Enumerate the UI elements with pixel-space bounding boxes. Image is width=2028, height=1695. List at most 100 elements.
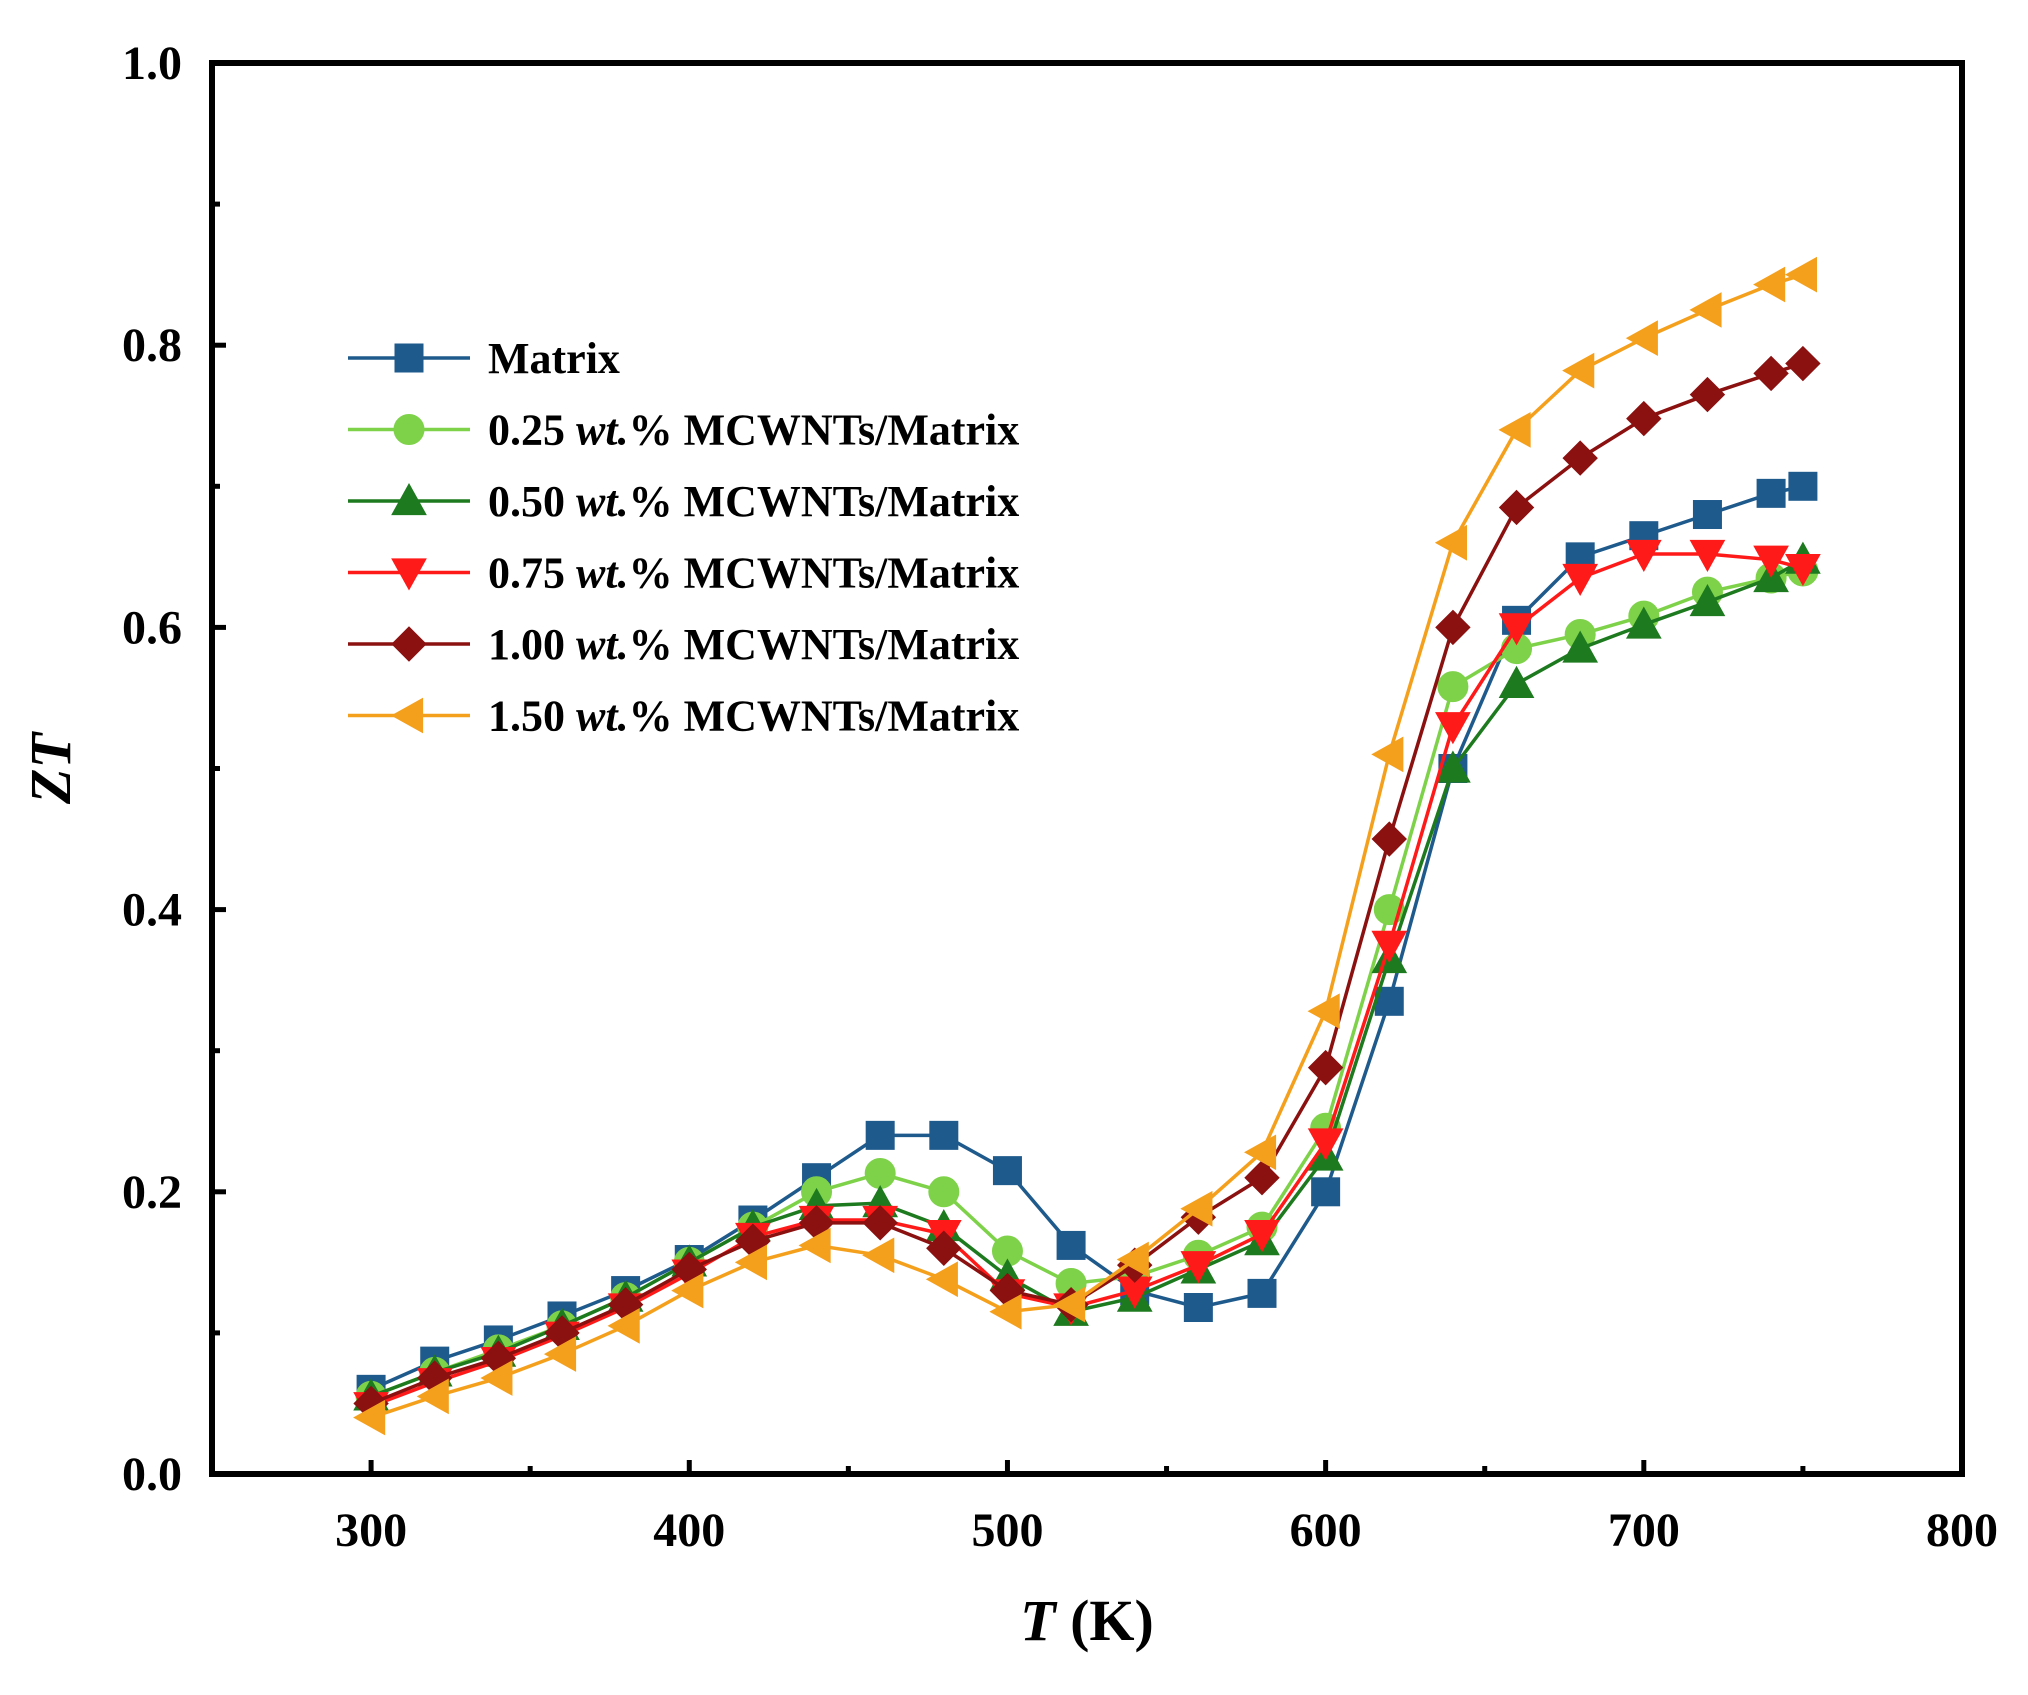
data-point xyxy=(1498,613,1535,646)
data-point xyxy=(480,1360,513,1396)
data-point xyxy=(1562,563,1599,597)
y-tick-label: 0.0 xyxy=(122,1448,182,1501)
y-tick-label: 0.4 xyxy=(122,884,182,937)
data-point xyxy=(1753,355,1789,392)
data-point xyxy=(1435,712,1471,745)
data-point xyxy=(864,1157,896,1189)
legend-marker xyxy=(393,414,425,445)
data-point xyxy=(1562,352,1595,389)
data-point xyxy=(1498,489,1535,526)
data-point xyxy=(1243,1134,1277,1171)
data-point xyxy=(1625,539,1662,573)
data-point xyxy=(862,1205,898,1241)
legend-marker xyxy=(390,697,424,734)
data-point xyxy=(1625,320,1658,356)
data-point xyxy=(992,1156,1022,1186)
data-point xyxy=(1116,1241,1149,1278)
data-point xyxy=(1247,1278,1277,1308)
data-point xyxy=(1437,671,1469,703)
data-point xyxy=(734,1244,768,1281)
data-point xyxy=(1307,993,1340,1030)
x-tick-label: 800 xyxy=(1926,1504,1998,1557)
legend: Matrix 0.25 wt.% MCWNTs/Matrix 0.50 wt.% M… xyxy=(348,334,1019,741)
data-point xyxy=(1435,609,1471,646)
data-point xyxy=(1626,400,1662,437)
data-point xyxy=(1371,736,1404,773)
data-point xyxy=(1053,1286,1086,1323)
data-point xyxy=(1180,1190,1213,1227)
data-point xyxy=(1056,1230,1086,1260)
data-point xyxy=(1689,376,1726,413)
data-point xyxy=(1244,1220,1280,1253)
x-tick-label: 600 xyxy=(1290,1504,1362,1557)
data-point xyxy=(543,1336,577,1372)
legend-marker xyxy=(391,558,427,591)
legend-label: 0.50 wt.% MCWNTs/Matrix xyxy=(488,477,1019,526)
legend-item: 0.25 wt.% MCWNTs/Matrix xyxy=(348,406,1019,455)
x-axis-title: T (K) xyxy=(1020,1588,1154,1653)
series-5 xyxy=(353,345,1821,1422)
legend-label: Matrix xyxy=(488,334,620,383)
data-point xyxy=(1785,345,1821,382)
legend-label: 0.25 wt.% MCWNTs/Matrix xyxy=(488,406,1019,455)
x-tick-label: 700 xyxy=(1608,1504,1680,1557)
data-point xyxy=(798,1227,831,1264)
legend-label: 0.75 wt.% MCWNTs/Matrix xyxy=(488,549,1019,598)
x-tick-label: 500 xyxy=(971,1504,1043,1557)
data-point xyxy=(1498,412,1531,448)
data-point xyxy=(928,1176,960,1208)
legend-label: 1.00 wt.% MCWNTs/Matrix xyxy=(488,620,1019,669)
data-point xyxy=(1371,821,1407,857)
legend-marker xyxy=(391,626,427,662)
data-point xyxy=(1434,524,1468,561)
data-point xyxy=(1784,256,1818,293)
data-point xyxy=(1498,665,1535,698)
data-point xyxy=(1692,500,1722,530)
legend-item: 0.50 wt.% MCWNTs/Matrix xyxy=(348,477,1019,526)
legend-item: 1.00 wt.% MCWNTs/Matrix xyxy=(348,620,1019,669)
data-point xyxy=(929,1120,959,1150)
data-point xyxy=(1244,1159,1280,1196)
data-point xyxy=(1374,986,1404,1016)
legend-item: Matrix xyxy=(348,334,620,383)
data-point xyxy=(926,1230,962,1266)
data-point xyxy=(1785,554,1821,587)
data-point xyxy=(1756,478,1786,508)
data-point xyxy=(1625,606,1662,639)
data-point xyxy=(1311,1177,1341,1207)
data-point xyxy=(1307,1049,1344,1086)
data-point xyxy=(1371,930,1408,963)
data-point xyxy=(862,1237,895,1274)
data-point xyxy=(989,1293,1022,1330)
data-point xyxy=(1689,583,1726,617)
data-point xyxy=(671,1272,704,1309)
data-point xyxy=(1753,266,1786,303)
legend-item: 0.75 wt.% MCWNTs/Matrix xyxy=(348,549,1019,598)
data-point xyxy=(865,1120,895,1150)
y-tick-label: 0.8 xyxy=(122,319,182,372)
x-tick-label: 400 xyxy=(653,1504,725,1557)
y-axis-title: ZT xyxy=(18,731,83,805)
data-point xyxy=(1689,539,1726,573)
series-6 xyxy=(353,256,1818,1436)
y-tick-label: 0.6 xyxy=(122,601,182,654)
data-point xyxy=(353,1399,386,1436)
data-point xyxy=(416,1378,449,1415)
data-point xyxy=(1307,1128,1344,1161)
data-point xyxy=(1435,750,1471,783)
y-tick-label: 1.0 xyxy=(122,37,182,90)
data-point xyxy=(1689,292,1722,328)
legend-marker xyxy=(391,482,427,516)
x-tick-label: 300 xyxy=(335,1504,407,1557)
data-point xyxy=(1562,630,1599,663)
data-point xyxy=(1562,440,1598,476)
data-point xyxy=(925,1261,958,1298)
data-point xyxy=(607,1307,640,1344)
legend-item: 1.50 wt.% MCWNTs/Matrix xyxy=(348,692,1019,741)
y-tick-label: 0.2 xyxy=(122,1166,182,1219)
axes-layer: 300 400 500 600 700 800 0.0 0.2 0.4 0.6 0.8 1.0 xyxy=(122,37,1998,1557)
data-point xyxy=(1180,1251,1217,1284)
legend-marker xyxy=(394,343,424,373)
